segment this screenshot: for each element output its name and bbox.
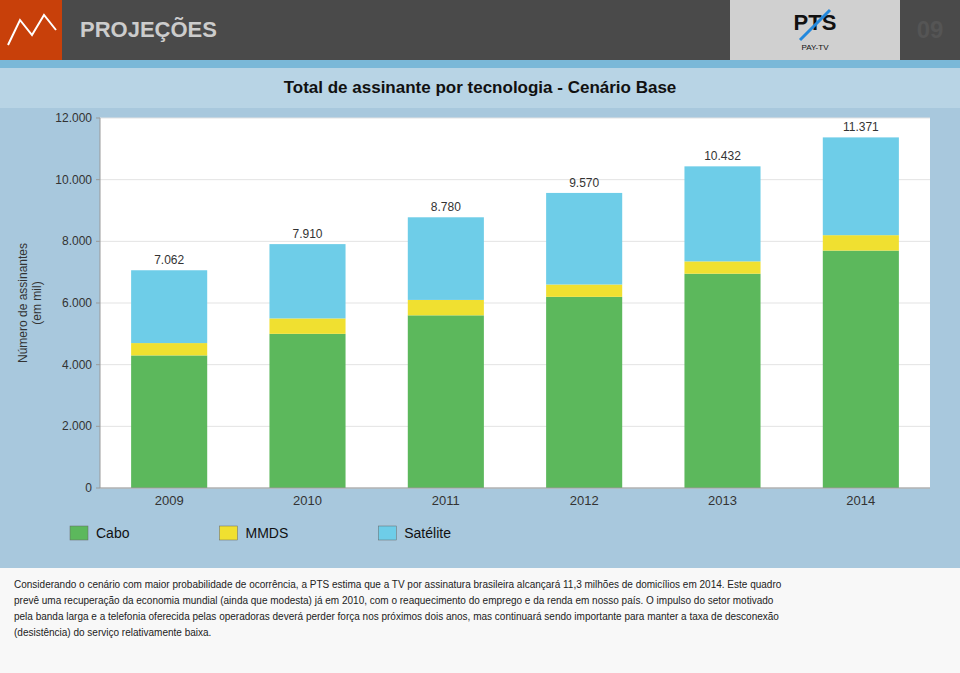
y-tick-label: 6.000 — [62, 296, 92, 310]
bar-segment — [269, 244, 345, 318]
header-icon — [0, 0, 62, 60]
y-tick-label: 8.000 — [62, 234, 92, 248]
y-tick — [96, 488, 100, 489]
page: PROJEÇÕES PTS PAY-TV 09 Total de assinante p… — [0, 0, 960, 673]
bar-segment — [823, 251, 899, 488]
bar-segment — [408, 217, 484, 300]
logo-slash — [800, 10, 830, 40]
legend-swatch — [378, 526, 396, 540]
bar-segment — [684, 274, 760, 488]
y-axis-label-group: Número de assinantes(em mil) — [16, 243, 44, 363]
y-tick-label: 10.000 — [55, 173, 92, 187]
y-tick — [96, 303, 100, 304]
y-tick — [96, 364, 100, 365]
x-tick-label: 2009 — [155, 493, 184, 508]
logo-subtext: PAY-TV — [802, 43, 830, 52]
y-tick-label: 12.000 — [55, 111, 92, 125]
x-tick-label: 2013 — [708, 493, 737, 508]
total-label: 7.062 — [154, 253, 184, 267]
plot-background — [100, 118, 930, 488]
grid-line — [100, 488, 930, 489]
body-background — [0, 568, 960, 673]
grid-line — [100, 118, 930, 119]
body-text: Considerando o cenário com maior probabi… — [14, 579, 782, 638]
bar-segment — [823, 137, 899, 235]
bar-segment — [546, 193, 622, 285]
legend: Cabo MMDS Satélite — [70, 525, 451, 541]
bar-segment — [684, 166, 760, 261]
header-icon-line — [8, 15, 56, 45]
bars — [131, 137, 899, 488]
bar-segment — [131, 355, 207, 488]
y-tick — [96, 426, 100, 427]
x-tick-label: 2012 — [570, 493, 599, 508]
legend-label: Cabo — [96, 525, 130, 541]
legend-swatch — [219, 526, 237, 540]
legend-label: MMDS — [245, 525, 288, 541]
chart-title: Total de assinante por tecnologia - Cená… — [284, 78, 677, 97]
logo-box — [730, 0, 900, 60]
bar-segment — [131, 343, 207, 355]
bar-segment — [823, 235, 899, 250]
y-tick-label: 4.000 — [62, 358, 92, 372]
header-band — [0, 60, 960, 68]
y-tick-label: 2.000 — [62, 419, 92, 433]
grid-line — [100, 179, 930, 180]
total-label: 11.371 — [843, 120, 879, 134]
y-tick — [96, 179, 100, 180]
grid-line — [100, 241, 930, 242]
bar-segment — [546, 285, 622, 297]
legend-swatch — [70, 526, 88, 540]
y-tick — [96, 118, 100, 119]
y-tick — [96, 241, 100, 242]
x-tick-label: 2011 — [432, 493, 460, 508]
bar-segment — [269, 318, 345, 333]
grid-line — [100, 303, 930, 304]
y-axis-label: Número de assinantes — [16, 243, 30, 363]
y-tick-label: 0 — [85, 481, 92, 495]
total-label: 8.780 — [431, 200, 461, 214]
y-axis-label: (em mil) — [30, 281, 44, 324]
header-text: PROJEÇÕES — [80, 17, 217, 42]
logo-text: PTS — [794, 10, 837, 35]
total-label: 10.432 — [704, 149, 741, 163]
title-band — [0, 68, 960, 108]
bar-segment — [408, 300, 484, 315]
y-axis-line — [100, 118, 101, 488]
bar-segment — [546, 297, 622, 488]
bar-segment — [131, 270, 207, 343]
bar-segment — [684, 261, 760, 273]
page-background — [0, 0, 960, 673]
bar-segment — [408, 315, 484, 488]
grid-line — [100, 426, 930, 427]
x-tick-label: 2010 — [293, 493, 322, 508]
bar-segment — [269, 334, 345, 488]
x-tick-label: 2014 — [846, 493, 875, 508]
header-bar — [0, 0, 960, 60]
x-axis-line — [100, 488, 930, 489]
grid-line — [100, 364, 930, 365]
total-label: 7.910 — [292, 227, 322, 241]
page-number: 09 — [917, 16, 944, 43]
legend-label: Satélite — [404, 525, 451, 541]
total-label: 9.570 — [569, 176, 599, 190]
